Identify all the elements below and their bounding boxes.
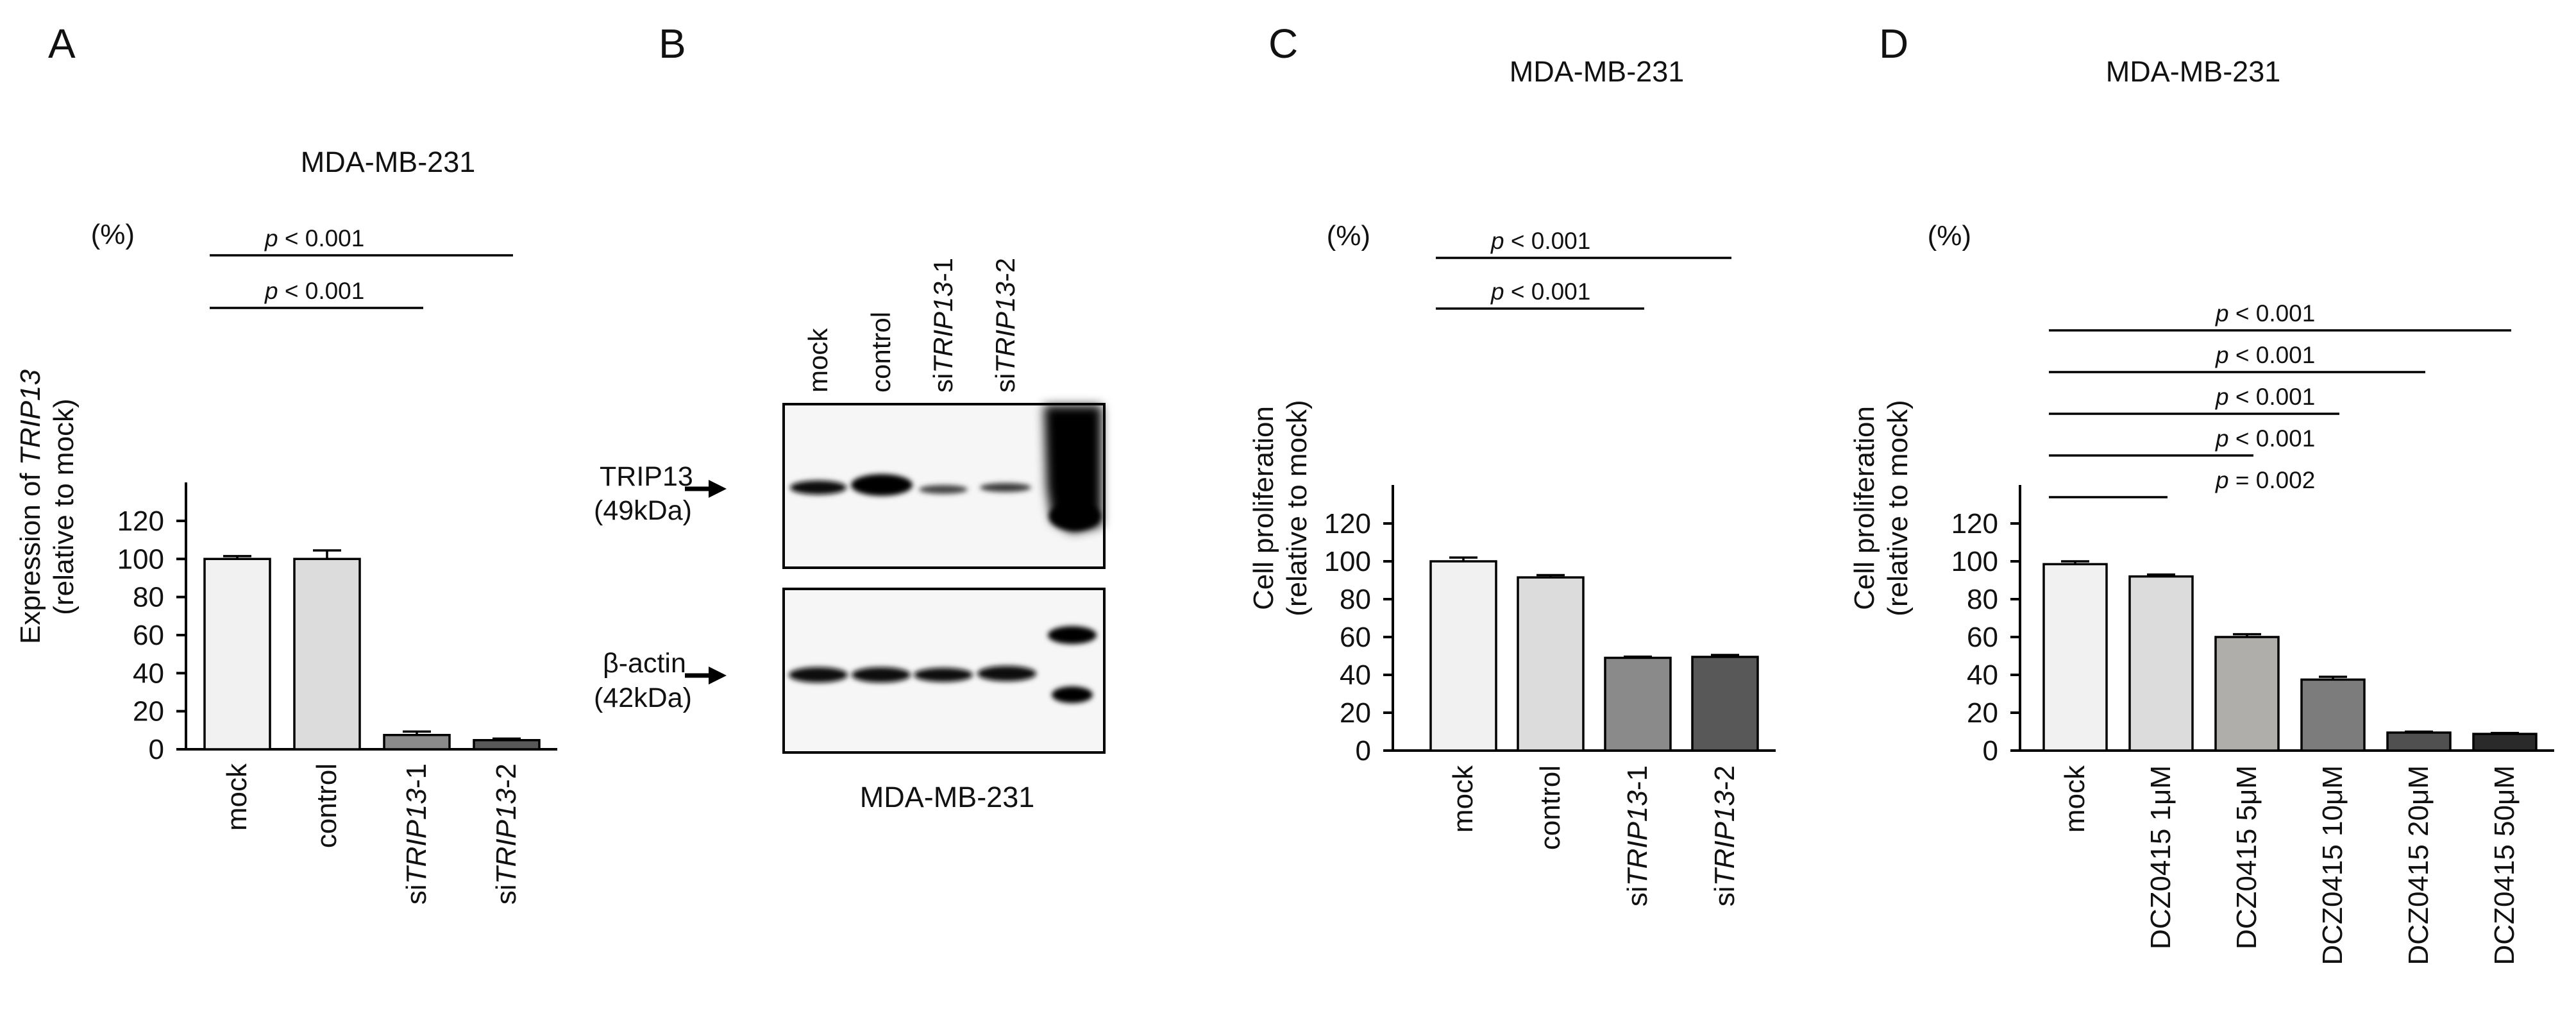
y-tick-label: 100 [117,543,164,575]
bar [2300,678,2366,752]
lane-label: control [866,312,896,393]
p-value-label: p < 0.001 [1490,228,1590,254]
bar [2128,575,2194,752]
y-tick-label: 0 [1356,735,1371,767]
x-category-label: mock [1447,765,1479,833]
y-tick-label: 80 [1967,584,1998,615]
y-tick-label: 120 [1324,508,1371,540]
beta-actin-bands [789,626,1097,703]
y-tick-label: 0 [149,734,164,765]
y-tick-label: 80 [1340,584,1371,615]
x-category-label: siTRIP13-1 [1622,765,1653,906]
bar [203,557,271,751]
x-category-label: siTRIP13-2 [491,763,522,905]
y-tick-label: 60 [1340,622,1371,653]
y-tick-label: 20 [1967,697,1998,729]
y-unit-label-c: (%) [1327,220,1370,251]
x-category-label: control [1535,765,1566,850]
y-tick-label: 40 [133,658,164,689]
blot-label-trip13: TRIP13 [600,461,693,492]
x-category-label: mock [2059,765,2091,833]
bar [2042,563,2108,752]
arrow-trip13 [685,480,727,498]
x-category-label: control [311,763,342,848]
x-category-label: siTRIP13-2 [1709,765,1740,906]
y-tick-label: 120 [117,506,164,537]
blot-caption: MDA-MB-231 [860,781,1035,813]
bar [2386,731,2452,752]
p-value-label: p < 0.001 [1490,278,1590,305]
p-value-label: p < 0.001 [2215,384,2315,410]
bar [473,739,541,751]
chart-title-a: MDA-MB-231 [301,146,476,178]
y-tick-label: 20 [133,696,164,727]
bar [1517,576,1585,752]
chart-panel-d: MDA-MB-231 (%) Cell proliferation(relative… [1849,55,2554,965]
panel-letter-c: C [1268,21,1298,67]
chart-panel-a: MDA-MB-231 (%) Expression of TRIP13(relati… [15,146,557,905]
y-tick-label: 100 [1324,546,1371,577]
lane-labels: mock control siTRIP13-1 siTRIP13-2 [803,258,1020,393]
x-category-label: DCZ0415 5μM [2231,765,2262,949]
y-tick-label: 40 [1967,659,1998,691]
y-axis-label-d: Cell proliferation(relative to mock) [1849,400,1914,616]
bar [2214,636,2280,752]
x-category-label: DCZ0415 50μM [2489,765,2520,965]
y-tick-label: 120 [1951,508,1998,540]
arrow-beta-actin [685,667,727,684]
western-blot-panel: mock control siTRIP13-1 siTRIP13-2 TRIP13 (… [594,258,1106,813]
y-tick-label: 100 [1951,546,1998,577]
p-value-label: p = 0.002 [2215,467,2315,493]
chart-panel-c: MDA-MB-231 (%) Cell proliferation(relative… [1248,55,1776,906]
bar [383,733,451,751]
p-value-label: p < 0.001 [264,225,364,251]
y-axis-label-a: Expression of TRIP13(relative to mock) [15,369,80,644]
y-axis-label-c: Cell proliferation(relative to mock) [1248,400,1313,616]
p-value-label: p < 0.001 [2215,342,2315,368]
y-tick-label: 60 [1967,622,1998,653]
chart-title-c: MDA-MB-231 [1510,55,1685,88]
trip13-bands [790,405,1102,532]
lane-label: siTRIP13-2 [990,258,1020,393]
x-category-label: DCZ0415 10μM [2317,765,2348,965]
blot-size-beta-actin: (42kDa) [594,683,692,713]
y-tick-label: 80 [133,582,164,613]
y-tick-label: 60 [133,620,164,651]
y-tick-label: 40 [1340,659,1371,691]
bar [1429,560,1497,752]
bar [1604,656,1672,752]
bar [2472,733,2538,752]
y-unit-label-a: (%) [91,219,135,250]
panel-letter-b: B [659,21,686,67]
p-value-label: p < 0.001 [2215,300,2315,327]
y-unit-label-d: (%) [1928,220,1971,251]
panel-letter-d: D [1879,21,1908,67]
lane-label: mock [803,328,833,393]
y-tick-label: 0 [1983,735,1998,767]
x-category-label: mock [221,763,253,831]
lane-label: siTRIP13-1 [928,258,958,393]
x-category-label: siTRIP13-1 [401,763,432,905]
p-value-label: p < 0.001 [264,278,364,304]
x-category-label: DCZ0415 1μM [2145,765,2176,949]
blot-label-beta-actin: β-actin [603,648,686,679]
p-value-label: p < 0.001 [2215,425,2315,452]
panel-letter-a: A [48,21,76,67]
chart-title-d: MDA-MB-231 [2106,55,2281,88]
bar [1691,656,1759,752]
bar [293,557,361,751]
y-tick-label: 20 [1340,697,1371,729]
blot-size-trip13: (49kDa) [594,495,692,526]
x-category-label: DCZ0415 20μM [2403,765,2434,965]
